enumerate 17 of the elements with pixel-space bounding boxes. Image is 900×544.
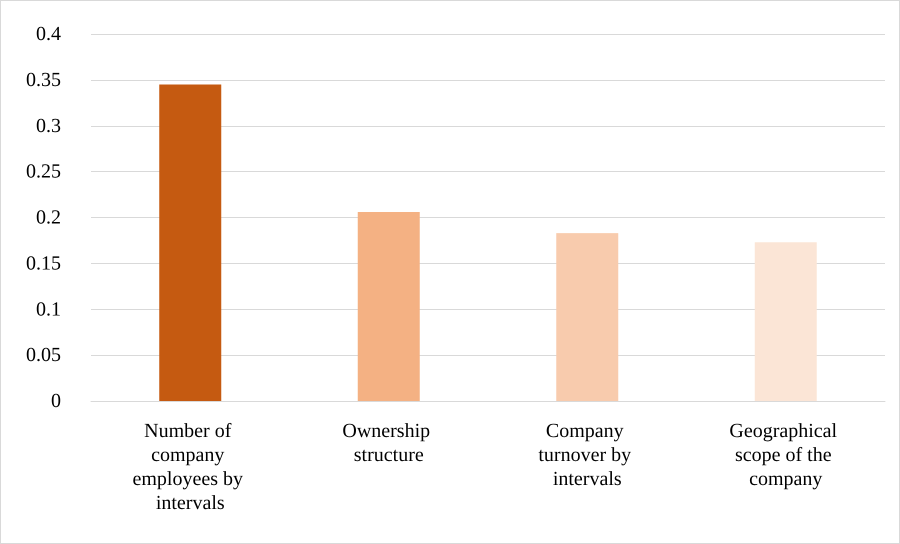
y-tick-label: 0.4 <box>36 23 61 45</box>
y-tick-label: 0.1 <box>36 298 61 320</box>
y-tick-label: 0.3 <box>36 114 61 137</box>
x-tick-label: Company turnover by intervals <box>538 420 636 490</box>
y-tick-label: 0.05 <box>26 344 61 366</box>
y-tick-label: 0.35 <box>26 68 61 91</box>
y-tick-label: 0.2 <box>36 206 61 228</box>
bar <box>556 233 618 401</box>
y-tick-label: 0 <box>51 390 61 412</box>
y-tick-label: 0.25 <box>26 160 61 183</box>
x-tick-label: Ownership structure <box>342 420 436 466</box>
bar <box>159 84 222 401</box>
x-tick-label: Number of company employees by intervals <box>132 420 248 514</box>
y-tick-label: 0.15 <box>26 252 61 274</box>
x-tick-label: Geographical scope of the company <box>729 420 842 490</box>
bar <box>358 212 420 401</box>
bar <box>754 242 817 401</box>
